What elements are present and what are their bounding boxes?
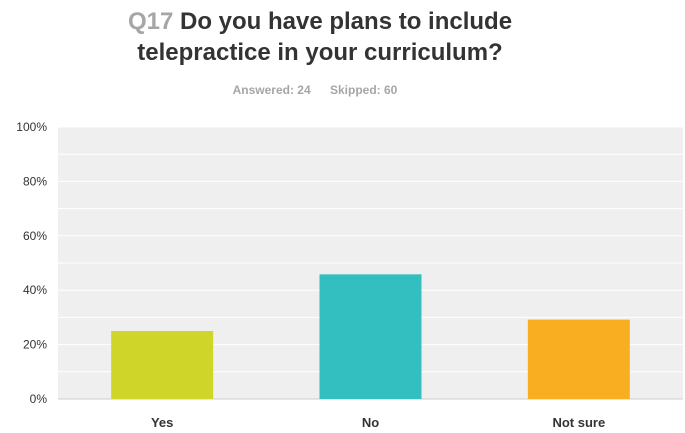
y-tick-label: 80% (23, 174, 47, 188)
x-category-label: Yes (151, 415, 173, 430)
bar-no (319, 274, 422, 399)
question-title-line1: Do you have plans to include (179, 8, 513, 35)
skipped-count: Skipped: 60 (330, 83, 398, 97)
y-tick-label: 60% (23, 229, 47, 243)
y-tick-label: 20% (23, 338, 47, 352)
response-stats: Answered: 24 Skipped: 60 (0, 83, 630, 97)
y-tick-label: 100% (16, 120, 47, 134)
question-title-line2: telepractice in your curriculum? (137, 39, 503, 66)
chart-title: Q17 Do you have plans to include telepra… (0, 6, 640, 68)
x-category-label: No (362, 415, 379, 430)
bar-yes (111, 331, 214, 399)
bar-not-sure (527, 319, 630, 399)
answered-count: Answered: 24 (232, 83, 311, 97)
x-category-label: Not sure (552, 415, 605, 430)
y-tick-label: 40% (23, 283, 47, 297)
y-tick-label: 0% (30, 392, 48, 406)
question-number: Q17 (127, 8, 174, 35)
